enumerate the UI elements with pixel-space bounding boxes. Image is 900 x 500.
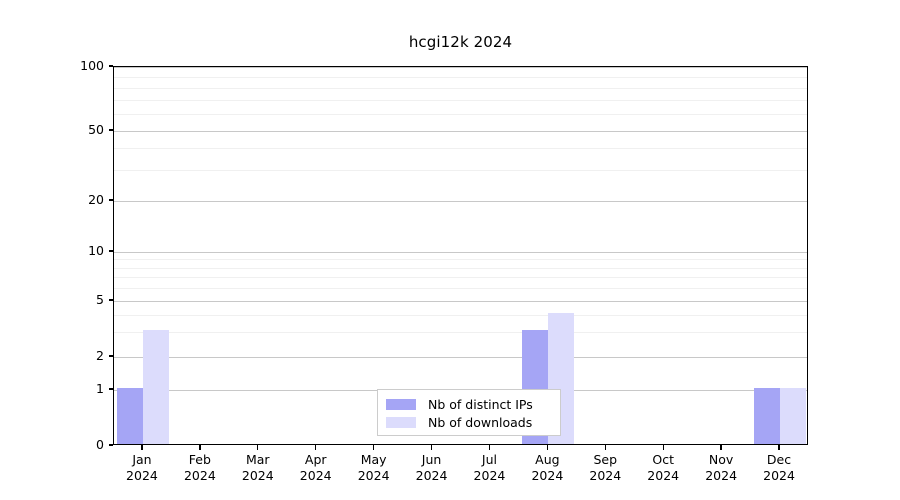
x-tick-label-year: 2024 [647, 468, 680, 483]
x-tick-mark [199, 445, 201, 450]
x-tick-mark [604, 445, 606, 450]
x-tick-label-month: Jan [132, 452, 152, 467]
x-tick-mark [488, 445, 491, 450]
x-tick-label: Nov 2024 [681, 452, 761, 484]
x-tick-label-year: 2024 [299, 468, 332, 483]
x-tick-label-year: 2024 [241, 468, 274, 483]
y-tick-label: 10 [88, 242, 104, 258]
x-tick-mark [141, 445, 143, 450]
x-tick-mark [372, 445, 375, 450]
x-tick-label-month: Nov [708, 452, 734, 467]
x-tick-label-year: 2024 [183, 468, 216, 483]
x-tick-label: Dec 2024 [739, 452, 819, 484]
y-tick-mark [109, 388, 113, 390]
y-tick-mark [109, 65, 113, 67]
legend-swatch-downloads [386, 416, 416, 428]
gridline-minor [114, 288, 807, 290]
gridline-minor [114, 267, 807, 269]
chart-legend: Nb of distinct IPs Nb of downloads [377, 389, 561, 436]
x-tick-mark [720, 445, 722, 450]
x-tick-label-month: May [360, 452, 387, 467]
x-tick-label: Jul 2024 [449, 452, 529, 484]
gridline-major [114, 301, 807, 302]
x-tick-label-month: Aug [535, 452, 560, 467]
chart-title: hcgi12k 2024 [408, 33, 513, 51]
gridline-minor [114, 87, 807, 89]
legend-label-downloads: Nb of downloads [428, 414, 533, 430]
y-tick-mark [109, 199, 113, 201]
x-tick-label-year: 2024 [415, 468, 448, 483]
x-tick-label-month: Apr [304, 452, 327, 467]
x-tick-label-month: Sep [593, 452, 618, 467]
x-tick-mark [430, 445, 433, 450]
legend-swatch-distinct-ips [386, 398, 416, 410]
gridline-major [114, 357, 807, 358]
legend-label-distinct-ips: Nb of distinct IPs [428, 396, 533, 412]
y-tick-label: 5 [96, 291, 104, 307]
x-tick-mark [257, 445, 259, 450]
x-tick-label-month: Jul [481, 452, 497, 467]
gridline-minor [114, 259, 807, 261]
y-axis-tick-labels: 0 1 2 5 10 20 50 100 [40, 0, 104, 500]
y-tick-label: 1 [96, 380, 104, 396]
x-tick-label-year: 2024 [357, 468, 390, 483]
y-tick-label: 50 [88, 121, 104, 137]
x-tick-label-year: 2024 [531, 468, 564, 483]
y-tick-mark [109, 299, 113, 301]
y-tick-mark [109, 250, 113, 252]
x-tick-label-month: Mar [245, 452, 270, 467]
y-tick-label: 2 [96, 347, 104, 363]
bar-series-layer [114, 67, 807, 444]
x-tick-label-month: Dec [766, 452, 792, 467]
y-tick-label: 0 [96, 436, 104, 452]
gridline-major [114, 131, 807, 132]
gridline-major [114, 201, 807, 202]
gridline-major [114, 67, 807, 68]
gridline-minor [114, 277, 807, 279]
legend-item-downloads[interactable]: Nb of downloads [386, 413, 552, 431]
x-tick-mark [315, 445, 317, 450]
x-tick-label: Oct 2024 [623, 452, 703, 484]
x-tick-label-month: Oct [652, 452, 675, 467]
x-tick-label: Sep 2024 [565, 452, 645, 484]
gridline-minor [114, 170, 807, 172]
x-tick-label-month: Jun [421, 452, 442, 467]
x-tick-label-year: 2024 [126, 468, 158, 483]
x-tick-label: Jan 2024 [102, 452, 182, 484]
x-tick-mark [778, 445, 780, 450]
y-tick-mark [109, 129, 113, 131]
x-tick-label: Mar 2024 [218, 452, 298, 484]
plot-area [113, 66, 808, 445]
x-tick-label: Jun 2024 [392, 452, 472, 484]
legend-item-distinct-ips[interactable]: Nb of distinct IPs [386, 395, 552, 413]
gridline-minor [114, 114, 807, 116]
x-tick-label-year: 2024 [763, 468, 795, 483]
x-tick-mark [662, 445, 664, 450]
bar-downloads-jan[interactable] [142, 330, 169, 444]
x-tick-label-year: 2024 [589, 468, 622, 483]
x-tick-label-month: Feb [188, 452, 211, 467]
y-tick-mark [109, 355, 113, 357]
bar-downloads-dec[interactable] [780, 388, 807, 444]
x-tick-label: Apr 2024 [276, 452, 356, 484]
gridline-minor [114, 148, 807, 150]
x-tick-label: May 2024 [334, 452, 414, 484]
bar-distinct-ips-jan[interactable] [116, 388, 143, 444]
x-tick-label-year: 2024 [473, 468, 506, 483]
gridline-minor [114, 99, 807, 101]
y-tick-label: 100 [80, 57, 104, 73]
gridline-minor [114, 314, 807, 316]
x-tick-label: Aug 2024 [507, 452, 587, 484]
x-tick-label-year: 2024 [705, 468, 738, 483]
y-tick-mark [109, 444, 113, 446]
gridline-minor [114, 76, 807, 78]
bar-distinct-ips-dec[interactable] [754, 388, 781, 444]
y-tick-label: 20 [88, 191, 104, 207]
x-tick-label: Feb 2024 [160, 452, 240, 484]
x-tick-mark [546, 445, 549, 450]
gridline-major [114, 252, 807, 253]
gridline-minor [114, 332, 807, 334]
